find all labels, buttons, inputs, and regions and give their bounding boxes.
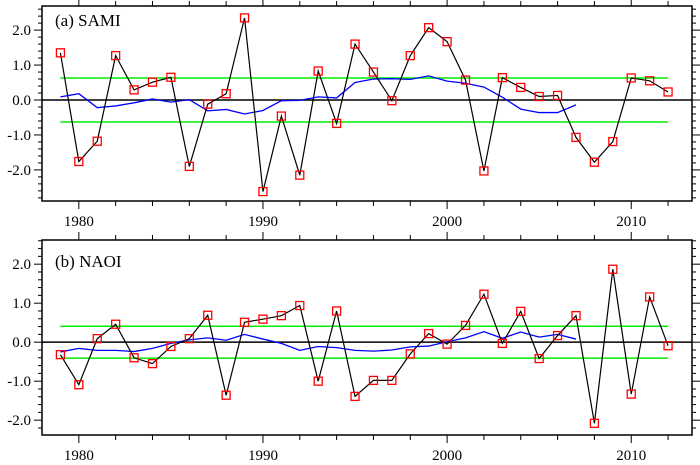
x-tick-label: 2000 <box>432 214 462 230</box>
data-point-marker <box>479 166 489 176</box>
data-point-marker <box>203 99 213 109</box>
data-point-marker <box>55 350 66 360</box>
data-point-marker <box>111 319 121 329</box>
data-point-marker <box>295 170 305 180</box>
data-point-marker <box>147 358 158 369</box>
data-point-marker <box>552 330 563 341</box>
data-point-marker <box>55 48 66 58</box>
y-tick-label: -2.0 <box>7 413 31 429</box>
data-point-marker <box>460 75 471 85</box>
data-point-marker <box>166 341 176 352</box>
x-tick-label: 2000 <box>432 448 462 464</box>
data-point-marker <box>497 72 507 83</box>
panel-naoi: 1980 1990 2000 2010 -2.0 -1.0 0.0 1.0 2.0 (b) NA… <box>7 232 700 464</box>
panel-sami: 1980 1990 2000 2010 -2.0 -1.0 0.0 1.0 2.0 (a) SA… <box>7 0 700 230</box>
data-point-marker <box>350 391 360 402</box>
plot-frame <box>41 239 693 436</box>
data-point-marker <box>295 300 305 311</box>
data-point-marker <box>313 66 323 76</box>
y-tick-label: -1.0 <box>7 374 31 390</box>
running-mean-line <box>60 330 577 353</box>
data-point-marker <box>442 36 452 47</box>
data-point-marker <box>184 334 194 344</box>
data-point-marker <box>276 111 287 121</box>
data-point-marker <box>147 77 158 87</box>
y-tick-label: 1.0 <box>12 296 31 312</box>
data-point-marker <box>608 136 618 147</box>
data-point-marker <box>571 311 581 321</box>
data-point-marker <box>276 311 287 321</box>
data-point-marker <box>626 73 636 83</box>
data-point-marker <box>516 82 526 93</box>
data-point-marker <box>663 341 673 351</box>
data-point-marker <box>184 161 194 172</box>
data-point-marker <box>479 289 489 299</box>
data-point-marker <box>589 418 600 428</box>
data-point-marker <box>350 39 360 49</box>
data-point-marker <box>534 91 544 102</box>
data-point-marker <box>92 334 102 344</box>
data-point-marker <box>644 76 655 86</box>
index-line <box>59 17 669 192</box>
panel-title: (b) NAOI <box>55 252 122 271</box>
data-point-marker <box>74 156 84 167</box>
x-tick-label: 1990 <box>248 214 278 230</box>
index-line <box>59 269 669 424</box>
data-point-marker <box>258 314 268 324</box>
data-point-marker <box>203 310 213 320</box>
data-point-marker <box>313 376 323 386</box>
x-tick-label: 2010 <box>616 448 646 464</box>
x-tick-label: 1980 <box>64 214 94 230</box>
y-tick-label: 2.0 <box>12 257 31 273</box>
data-point-marker <box>368 67 379 77</box>
data-point-marker <box>424 328 434 339</box>
data-point-marker <box>516 306 526 317</box>
data-point-marker <box>166 72 176 82</box>
data-point-marker <box>258 186 268 197</box>
y-tick-label: -1.0 <box>7 128 31 144</box>
data-point-marker <box>626 389 636 399</box>
panel-title: (a) SAMI <box>55 11 121 30</box>
data-point-marker <box>92 136 102 146</box>
y-tick-label: 0.0 <box>12 335 31 351</box>
plot-frame <box>41 5 693 202</box>
data-point-marker <box>331 306 342 316</box>
data-point-marker <box>608 264 618 274</box>
data-point-marker <box>387 96 397 106</box>
y-tick-label: 1.0 <box>12 58 31 74</box>
running-mean-line <box>60 75 577 115</box>
data-point-marker <box>129 85 139 95</box>
data-point-marker <box>111 50 121 61</box>
data-point-marker <box>331 118 342 129</box>
data-point-marker <box>589 157 600 167</box>
x-tick-label: 1980 <box>64 448 94 464</box>
data-point-marker <box>571 132 581 143</box>
data-point-marker <box>239 13 250 23</box>
data-point-marker <box>221 390 231 400</box>
y-tick-label: 2.0 <box>12 23 31 39</box>
data-point-marker <box>405 50 415 61</box>
data-point-marker <box>239 317 250 327</box>
data-point-marker <box>424 23 434 33</box>
y-tick-label: -2.0 <box>7 163 31 179</box>
data-point-marker <box>74 380 84 390</box>
data-point-marker <box>129 353 139 363</box>
x-tick-label: 2010 <box>616 214 646 230</box>
data-point-marker <box>663 87 673 97</box>
y-tick-label: 0.0 <box>12 93 31 109</box>
data-point-marker <box>221 89 231 99</box>
data-point-marker <box>387 375 397 386</box>
data-point-marker <box>368 375 379 386</box>
data-point-marker <box>534 353 544 364</box>
data-point-marker <box>644 292 655 302</box>
data-point-marker <box>442 339 452 349</box>
data-point-marker <box>460 320 471 331</box>
data-point-marker <box>552 90 563 101</box>
data-point-marker <box>405 349 415 359</box>
data-point-marker <box>497 338 507 349</box>
x-tick-label: 1990 <box>248 448 278 464</box>
